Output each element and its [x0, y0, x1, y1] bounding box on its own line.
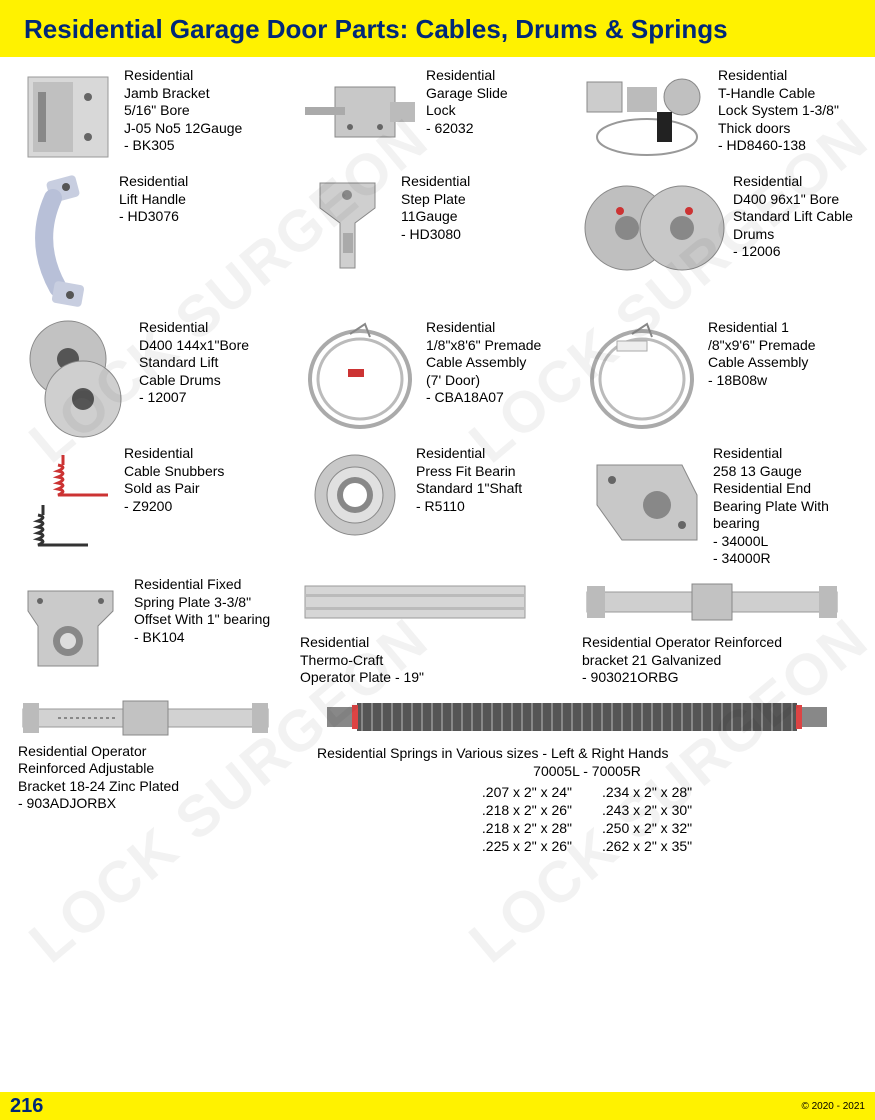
catalog-page: Residential Garage Door Parts: Cables, D…	[0, 0, 875, 1120]
product-image	[18, 173, 113, 313]
product-cell: Residential FixedSpring Plate 3-3/8"Offs…	[18, 576, 293, 687]
product-image	[18, 445, 118, 570]
product-cell: ResidentialGarage SlideLock- 62032	[300, 67, 575, 167]
springs-sizes-right: .234 x 2" x 28" .243 x 2" x 30" .250 x 2…	[602, 783, 692, 856]
content-area: LOCK SURGEON LOCK SURGEON LOCK SURGEON L…	[0, 57, 875, 855]
product-desc: ResidentialLift Handle- HD3076	[119, 173, 188, 226]
product-desc: Residential258 13 GaugeResidential EndBe…	[713, 445, 829, 568]
product-row: Residential OperatorReinforced Adjustabl…	[18, 693, 857, 856]
product-desc: Residential1/8"x8'6" PremadeCable Assemb…	[426, 319, 541, 407]
product-desc: Residential Operator Reinforcedbracket 2…	[582, 634, 782, 687]
product-image	[18, 67, 118, 167]
product-cell: ResidentialJamb Bracket5/16" BoreJ-05 No…	[18, 67, 293, 167]
product-row: ResidentialJamb Bracket5/16" BoreJ-05 No…	[18, 67, 857, 167]
product-desc: ResidentialD400 144x1"BoreStandard LiftC…	[139, 319, 249, 407]
product-cell: ResidentialCable SnubbersSold as Pair- Z…	[18, 445, 293, 570]
springs-sku: 70005L - 70005R	[317, 763, 857, 779]
product-desc: ResidentialJamb Bracket5/16" BoreJ-05 No…	[124, 67, 242, 155]
product-image	[300, 445, 410, 545]
spring-size: .218 x 2" x 28"	[482, 819, 572, 837]
product-image	[300, 173, 395, 283]
product-image	[300, 576, 530, 628]
product-desc: ResidentialStep Plate11Gauge- HD3080	[401, 173, 470, 243]
product-cell: ResidentialD400 96x1" BoreStandard Lift …	[582, 173, 857, 313]
springs-block: Residential Springs in Various sizes - L…	[317, 693, 857, 856]
product-image	[582, 173, 727, 283]
product-image	[582, 445, 707, 560]
product-image	[582, 319, 702, 439]
product-desc: ResidentialGarage SlideLock- 62032	[426, 67, 508, 137]
spring-size: .234 x 2" x 28"	[602, 783, 692, 801]
springs-sizes-left: .207 x 2" x 24" .218 x 2" x 26" .218 x 2…	[482, 783, 572, 856]
product-image	[300, 319, 420, 439]
product-row: Residential FixedSpring Plate 3-3/8"Offs…	[18, 576, 857, 687]
page-title: Residential Garage Door Parts: Cables, D…	[24, 14, 851, 45]
product-desc: ResidentialPress Fit BearinStandard 1"Sh…	[416, 445, 522, 515]
springs-sizes: .207 x 2" x 24" .218 x 2" x 26" .218 x 2…	[317, 783, 857, 856]
product-row: ResidentialLift Handle- HD3076 Residenti…	[18, 173, 857, 313]
spring-size: .218 x 2" x 26"	[482, 801, 572, 819]
product-image	[317, 693, 837, 741]
product-cell: Residential258 13 GaugeResidential EndBe…	[582, 445, 857, 570]
copyright: © 2020 - 2021	[801, 1101, 865, 1112]
product-desc: Residential 1/8"x9'6" PremadeCable Assem…	[708, 319, 816, 389]
product-cell: ResidentialStep Plate11Gauge- HD3080	[300, 173, 575, 313]
product-desc: ResidentialThermo-CraftOperator Plate - …	[300, 634, 424, 687]
product-desc: Residential FixedSpring Plate 3-3/8"Offs…	[134, 576, 270, 646]
product-desc: ResidentialCable SnubbersSold as Pair- Z…	[124, 445, 224, 515]
footer-bar: 216 © 2020 - 2021	[0, 1092, 875, 1120]
springs-title: Residential Springs in Various sizes - L…	[317, 745, 857, 761]
header-bar: Residential Garage Door Parts: Cables, D…	[0, 0, 875, 57]
product-desc: ResidentialT-Handle CableLock System 1-3…	[718, 67, 839, 155]
product-cell: Residential Operator Reinforcedbracket 2…	[582, 576, 857, 687]
product-image	[18, 576, 128, 681]
product-image	[18, 319, 133, 439]
product-cell: ResidentialT-Handle CableLock System 1-3…	[582, 67, 857, 167]
product-cell: Residential OperatorReinforced Adjustabl…	[18, 693, 288, 813]
product-image	[582, 576, 842, 628]
product-cell: Residential 1/8"x9'6" PremadeCable Assem…	[582, 319, 857, 439]
product-cell: Residential1/8"x8'6" PremadeCable Assemb…	[300, 319, 575, 439]
product-cell: ResidentialPress Fit BearinStandard 1"Sh…	[300, 445, 575, 570]
spring-size: .207 x 2" x 24"	[482, 783, 572, 801]
product-row: ResidentialD400 144x1"BoreStandard LiftC…	[18, 319, 857, 439]
spring-size: .225 x 2" x 26"	[482, 837, 572, 855]
product-image	[582, 67, 712, 167]
product-image	[18, 693, 273, 743]
product-image	[300, 67, 420, 157]
product-cell: ResidentialLift Handle- HD3076	[18, 173, 293, 313]
product-cell: ResidentialD400 144x1"BoreStandard LiftC…	[18, 319, 293, 439]
spring-size: .250 x 2" x 32"	[602, 819, 692, 837]
spring-size: .243 x 2" x 30"	[602, 801, 692, 819]
page-number: 216	[10, 1095, 43, 1118]
product-row: ResidentialCable SnubbersSold as Pair- Z…	[18, 445, 857, 570]
spring-size: .262 x 2" x 35"	[602, 837, 692, 855]
product-cell: ResidentialThermo-CraftOperator Plate - …	[300, 576, 575, 687]
product-desc: ResidentialD400 96x1" BoreStandard Lift …	[733, 173, 853, 261]
product-desc: Residential OperatorReinforced Adjustabl…	[18, 743, 288, 813]
